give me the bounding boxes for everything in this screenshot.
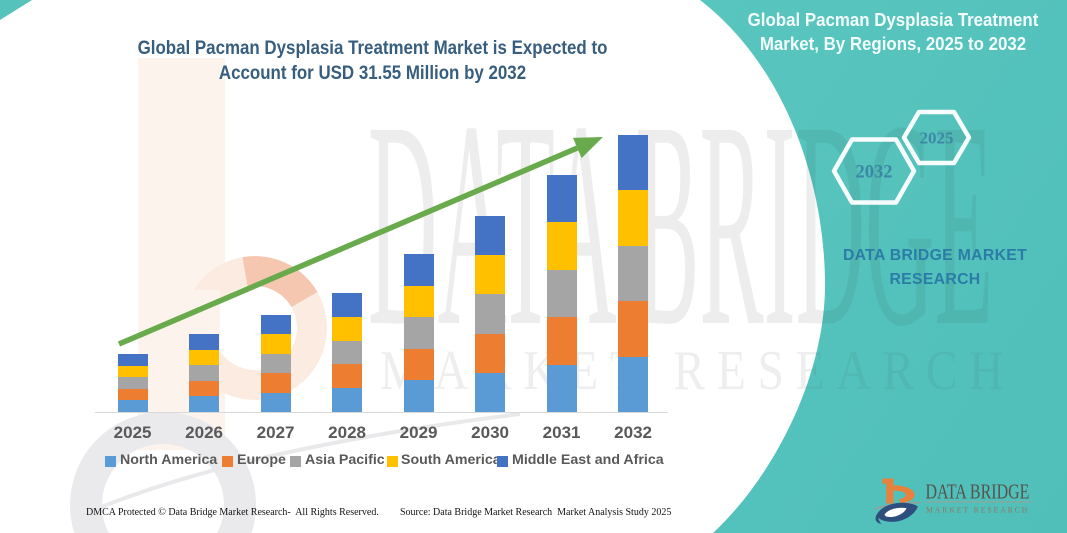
svg-text:MARKET RESEARCH: MARKET RESEARCH xyxy=(926,505,1029,514)
svg-text:2032: 2032 xyxy=(856,163,893,183)
svg-text:2025: 2025 xyxy=(920,129,954,148)
svg-text:DATA BRIDGE: DATA BRIDGE xyxy=(926,481,1030,505)
